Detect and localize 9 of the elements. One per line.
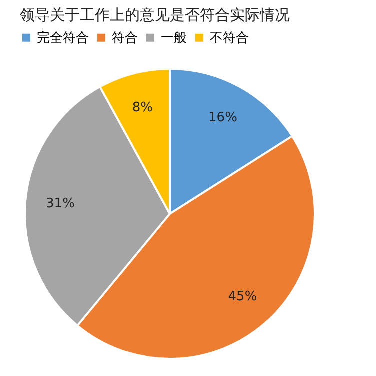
legend-label: 符合	[112, 30, 138, 46]
legend-label: 一般	[161, 30, 187, 46]
data-label: 16%	[208, 110, 238, 126]
data-label: 45%	[228, 290, 258, 305]
data-label: 31%	[46, 196, 75, 212]
legend-label: 不符合	[210, 30, 249, 46]
data-label: 8%	[132, 100, 153, 116]
chart-title: 领导关于工作上的意见是否符合实际情况	[20, 6, 290, 24]
legend-label: 完全符合	[37, 30, 89, 46]
